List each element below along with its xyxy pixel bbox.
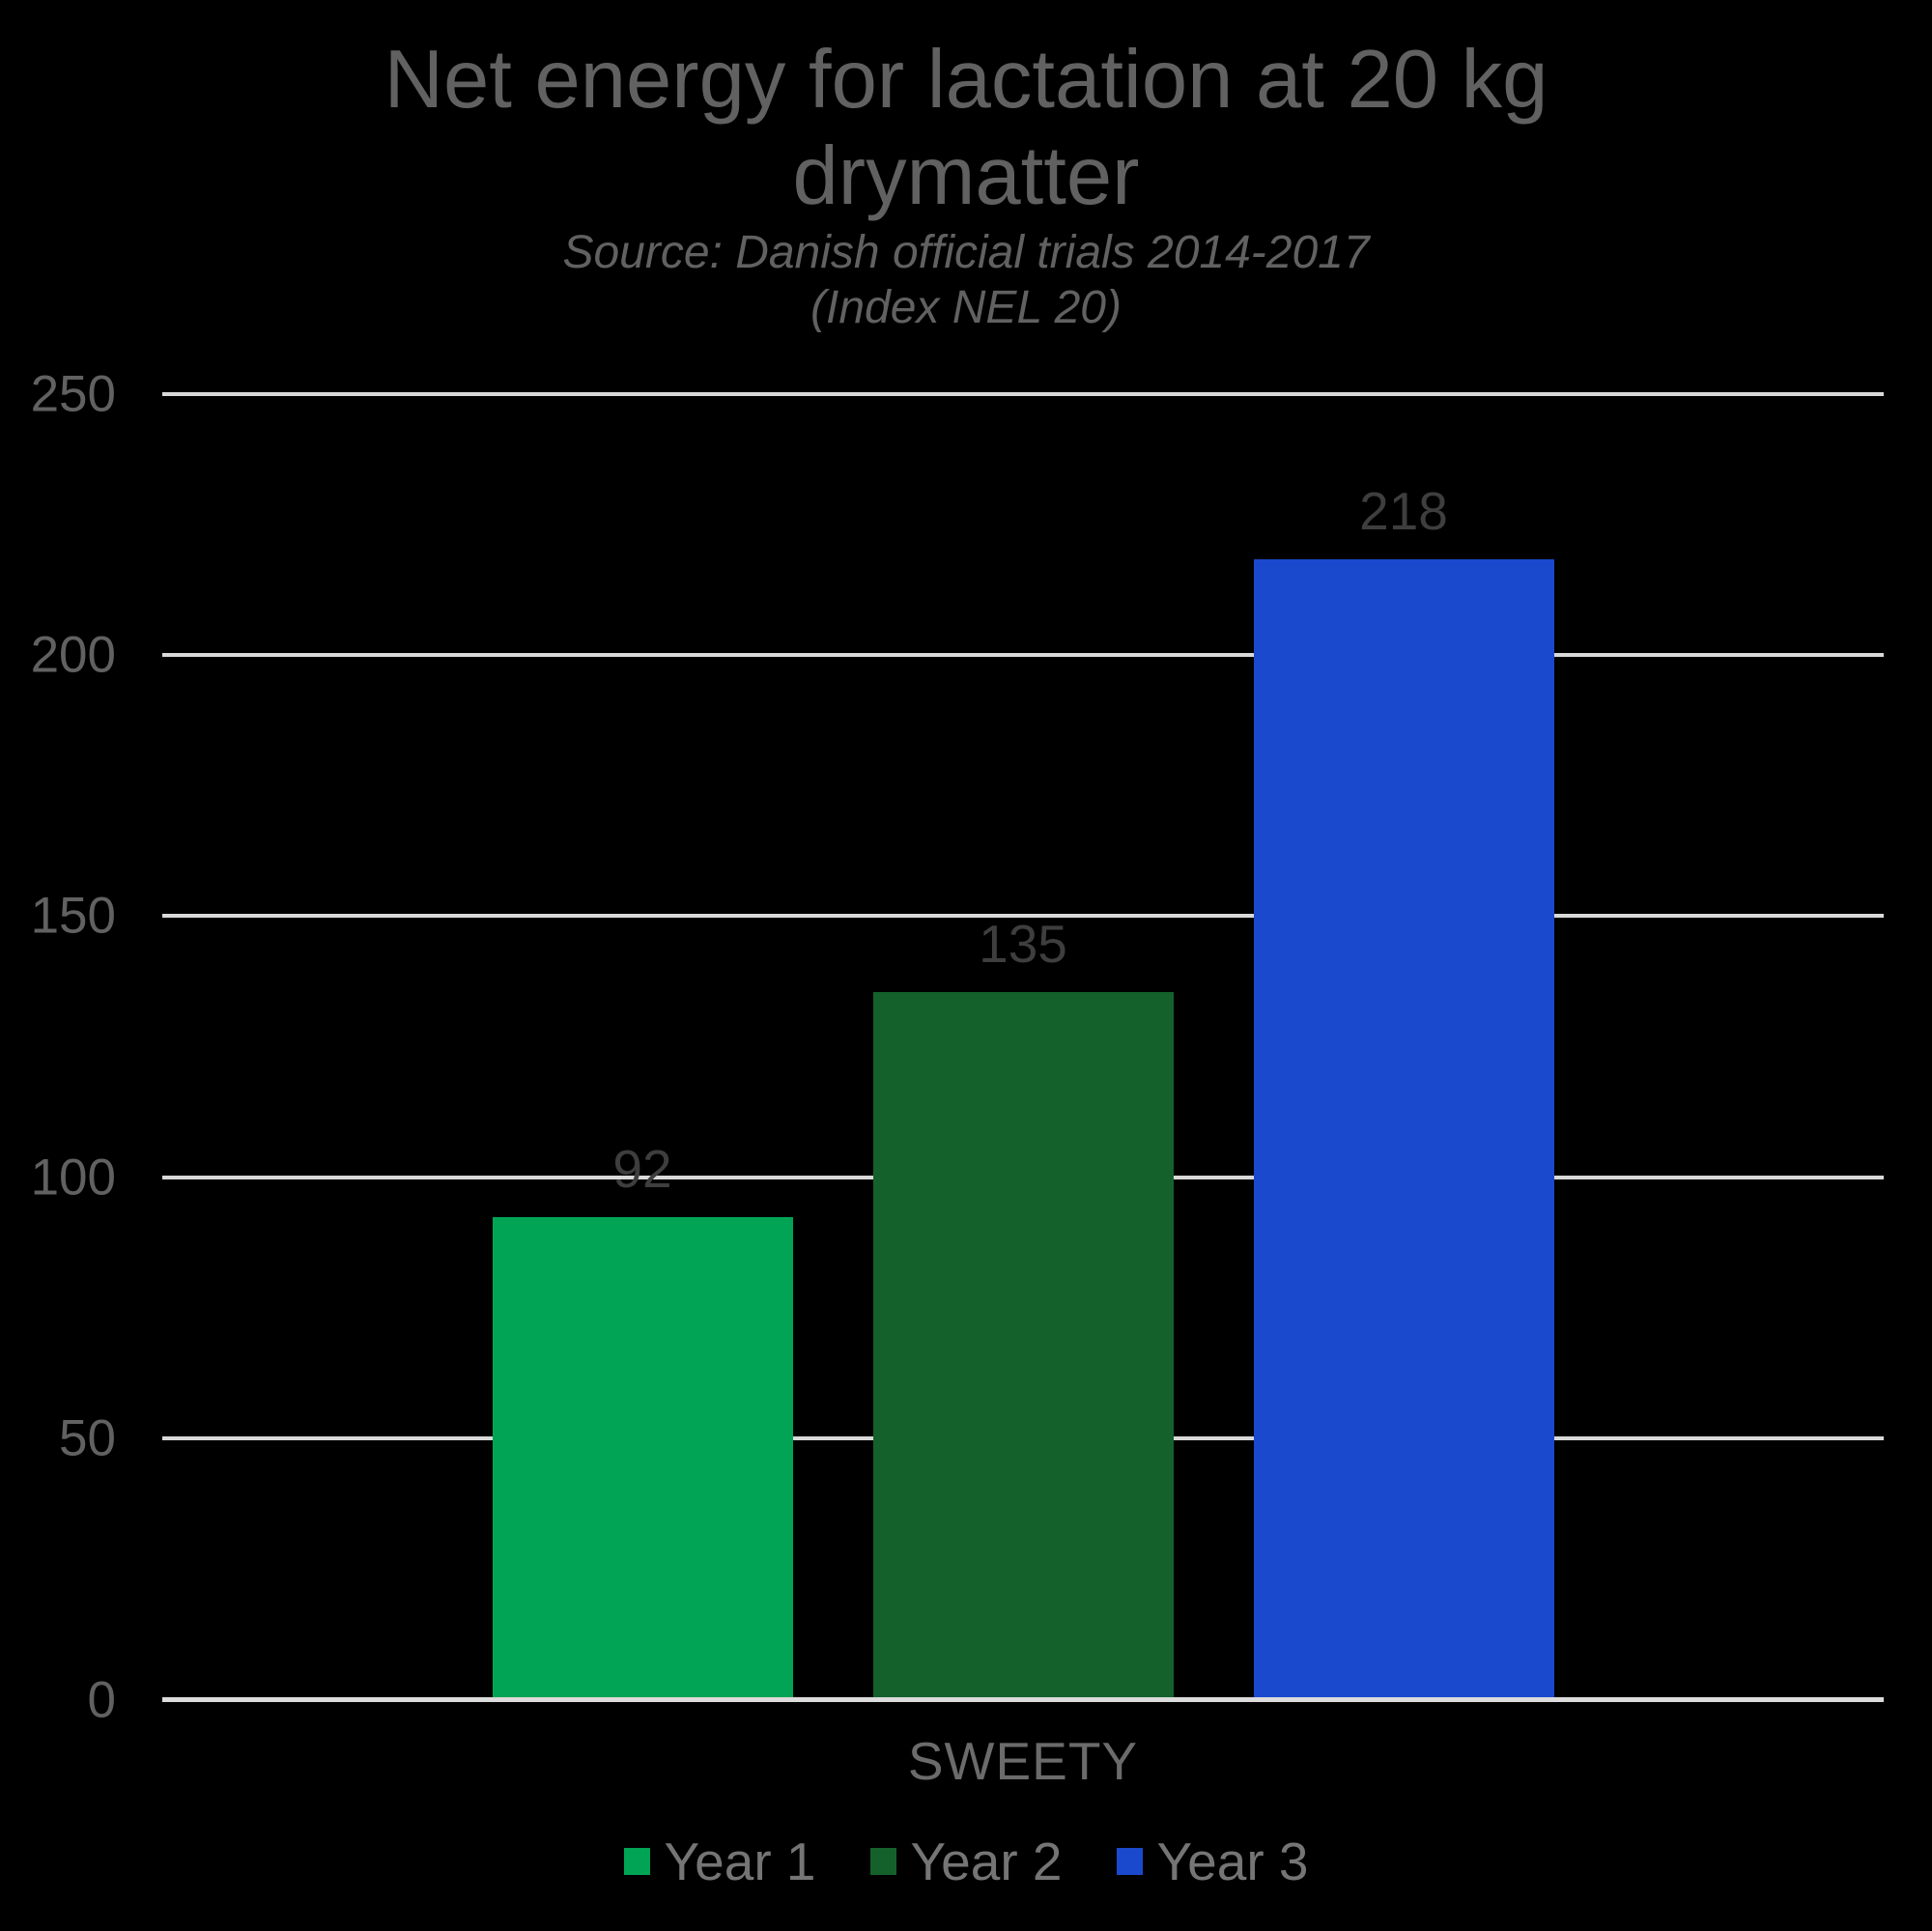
y-gridline-150: 150: [24, 890, 1884, 942]
legend-swatch-year-3-icon: [1116, 1848, 1143, 1875]
y-tick-label-250: 250: [24, 368, 116, 420]
legend-swatch-year-2-icon: [869, 1848, 896, 1875]
x-axis-category-label: SWEETY: [907, 1731, 1139, 1791]
bar-value-label-year-2: 135: [979, 914, 1067, 975]
y-tick-label-200: 200: [24, 629, 116, 681]
chart-title: Net energy for lactation at 20 kg drymat…: [0, 32, 1932, 225]
legend: Year 1 Year 2 Year 3: [0, 1832, 1932, 1890]
legend-label-year-1: Year 1: [664, 1831, 816, 1891]
chart-title-line-1: Net energy for lactation at 20 kg: [384, 34, 1548, 126]
bar-group: 92 135 218: [162, 392, 1884, 1697]
y-tick-label-50: 50: [53, 1412, 116, 1464]
y-tick-label-0: 0: [81, 1674, 116, 1725]
chart-subtitle: Source: Danish official trials 2014-2017…: [0, 225, 1932, 335]
legend-label-year-2: Year 2: [910, 1831, 1063, 1891]
y-gridline-200: 200: [24, 629, 1884, 681]
legend-item-year-3: Year 3: [1116, 1831, 1309, 1891]
legend-item-year-2: Year 2: [869, 1831, 1063, 1891]
bar-year-2: 135: [872, 918, 1174, 1697]
chart-subtitle-line-2: (Index NEL 20): [810, 282, 1122, 333]
bar-value-label-year-1: 92: [612, 1138, 672, 1199]
bar-year-3: 218: [1253, 484, 1554, 1697]
legend-item-year-1: Year 1: [623, 1831, 816, 1891]
y-tick-label-150: 150: [24, 890, 116, 942]
legend-label-year-3: Year 3: [1156, 1831, 1309, 1891]
x-axis-line: 0: [81, 1674, 1884, 1725]
legend-swatch-year-1-icon: [623, 1848, 650, 1875]
bar-value-label-year-3: 218: [1359, 480, 1448, 541]
y-tick-label-100: 100: [24, 1151, 116, 1204]
bar-year-1: 92: [492, 1142, 793, 1697]
plot-area: 250 200 150 100 50 0 92 135 218: [24, 368, 1884, 1725]
chart-subtitle-line-1: Source: Danish official trials 2014-2017: [562, 227, 1370, 278]
chart-title-line-2: drymatter: [792, 130, 1140, 222]
y-gridline-250: 250: [24, 368, 1884, 420]
